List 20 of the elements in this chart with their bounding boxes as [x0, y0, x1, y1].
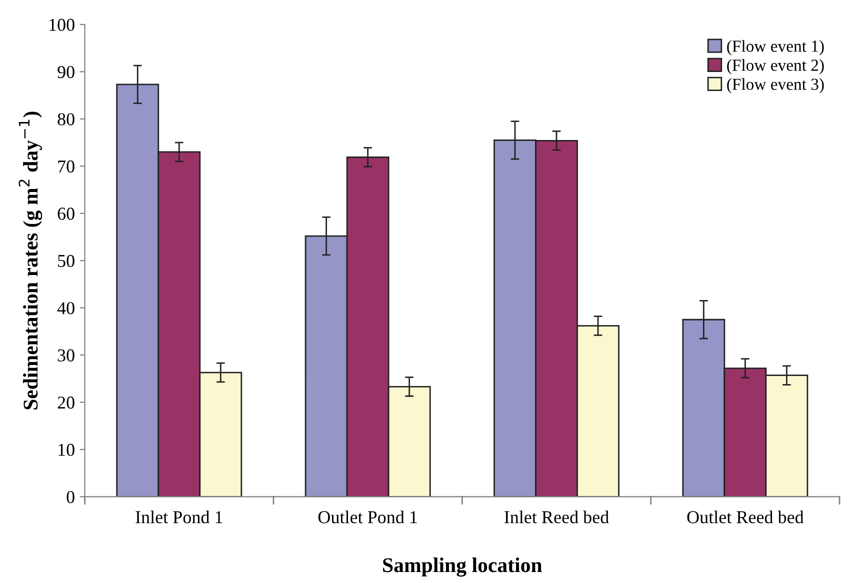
y-axis-title: Sedimentation rates (g m$^{2}$ day$^{−1}$)	[18, 112, 42, 410]
legend-label: (Flow event 2)	[727, 59, 824, 74]
x-tick-label: Inlet Reed bed	[504, 510, 609, 524]
legend-label: (Flow event 3)	[727, 78, 824, 94]
y-tick-label: 80	[58, 113, 74, 126]
x-tick-label: Outlet Reed bed	[687, 510, 804, 524]
x-tick-label: Outlet Pond 1	[318, 510, 417, 524]
y-tick-label: 20	[58, 396, 74, 409]
y-tick-label: 40	[57, 302, 74, 314]
y-tick-label: 60	[58, 208, 74, 220]
legend-label: (Flow event 1)	[727, 40, 824, 56]
y-tick-label: 100	[50, 18, 74, 31]
y-tick-label: 0	[66, 490, 74, 504]
y-tick-label: 70	[58, 160, 74, 173]
x-tick-label: Inlet Pond 1	[136, 510, 222, 524]
y-tick-label: 10	[58, 444, 74, 456]
y-tick-label: 30	[58, 349, 74, 362]
x-axis-title: Sampling location	[383, 558, 542, 577]
y-tick-label: 90	[58, 66, 74, 78]
y-tick-label: 50	[58, 254, 74, 268]
